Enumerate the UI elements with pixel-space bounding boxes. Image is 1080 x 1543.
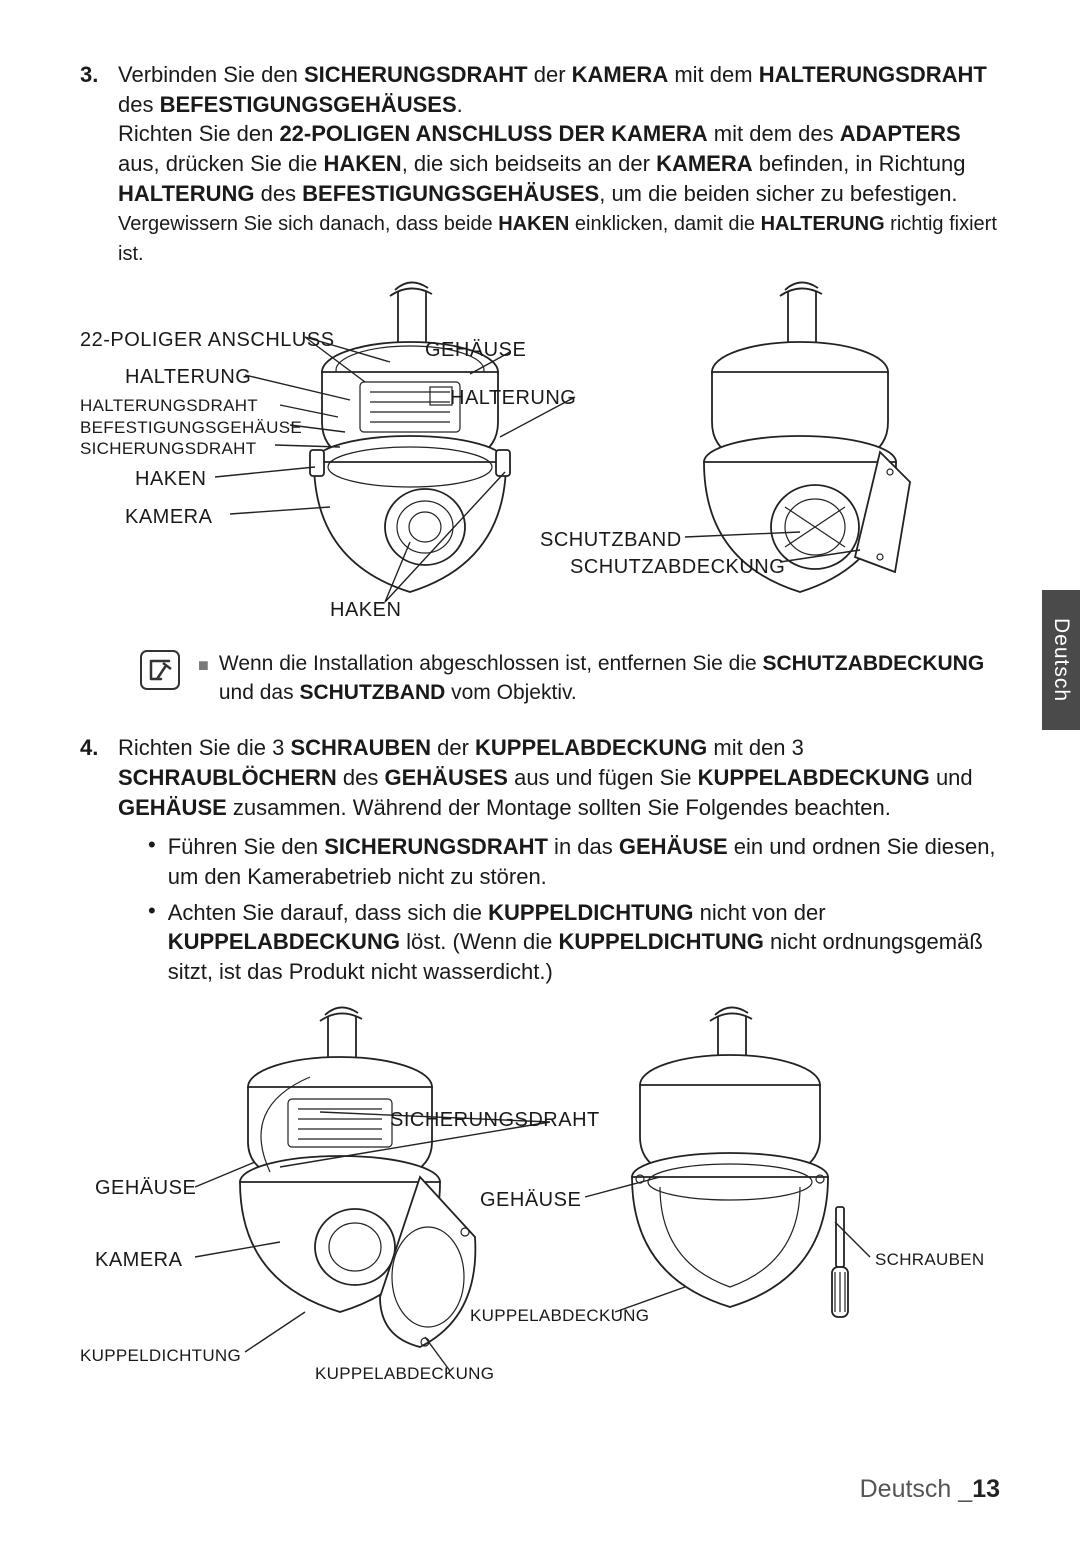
t: einklicken, damit die [569,213,760,235]
t: HAKEN [498,213,569,235]
lbl: SCHUTZBAND [540,527,682,554]
diagram-1: 22-POLIGER ANSCHLUSS HALTERUNG HALTERUNG… [80,282,1000,632]
t: HALTERUNGSDRAHT [759,62,987,87]
language-tab: Deutsch [1042,590,1080,730]
t: vom Objektiv. [445,681,576,704]
step-4-sublist: • Führen Sie den SICHERUNGSDRAHT in das … [118,832,1000,986]
t: und [936,765,973,790]
diagram-2: SICHERUNGSDRAHT GEHÄUSE KAMERA KUPPELDIC… [80,1007,1000,1397]
lbl: HALTERUNGSDRAHT [80,395,258,418]
t: HALTERUNG [118,181,254,206]
step-3-body: Verbinden Sie den SICHERUNGSDRAHT der KA… [118,60,1000,268]
note-text: ■ Wenn die Installation abgeschlossen is… [198,650,1000,707]
t: BEFESTIGUNGSGEHÄUSES [160,92,457,117]
t: KUPPELABDECKUNG [698,765,930,790]
t: HAKEN [323,151,401,176]
t: SCHRAUBLÖCHERN [118,765,337,790]
t: des [254,181,302,206]
note-icon [140,650,180,690]
lbl: HALTERUNG [125,364,251,391]
lbl: SCHRAUBEN [875,1249,984,1272]
t: und das [219,681,300,704]
t: KUPPELABDECKUNG [475,735,707,760]
t: Wenn die Installation abgeschlossen ist,… [219,652,763,675]
t: GEHÄUSES [384,765,507,790]
lbl: KUPPELABDECKUNG [470,1305,649,1328]
t: Verbinden Sie den [118,62,304,87]
t: GEHÄUSE [118,795,227,820]
t: Achten Sie darauf, dass sich die [168,900,488,925]
footer-page: 13 [972,1475,1000,1503]
t: SCHUTZBAND [299,681,445,704]
t: der [431,735,475,760]
t: KAMERA [656,151,753,176]
lbl: GEHÄUSE [425,337,526,364]
bullet-icon: • [148,898,156,987]
lbl: SICHERUNGSDRAHT [80,438,256,461]
lbl: HALTERUNG [450,385,576,412]
t: SICHERUNGSDRAHT [304,62,528,87]
t: SCHRAUBEN [290,735,431,760]
t: aus, drücken Sie die [118,151,323,176]
lbl: KUPPELABDECKUNG [315,1363,494,1386]
t: Richten Sie den [118,121,279,146]
step-4: 4. Richten Sie die 3 SCHRAUBEN der KUPPE… [80,733,1000,993]
t: der [528,62,572,87]
footer-lang: Deutsch _ [860,1475,973,1503]
t: Richten Sie die 3 [118,735,290,760]
lbl: GEHÄUSE [480,1187,581,1214]
t: ADAPTERS [840,121,961,146]
lbl: SICHERUNGSDRAHT [390,1107,600,1134]
t: GEHÄUSE [619,834,728,859]
lbl: BEFESTIGUNGSGEHÄUSE [80,417,302,440]
t: , um die beiden sicher zu befestigen. [599,181,957,206]
t: mit dem [668,62,758,87]
t: Vergewissern Sie sich danach, dass beide [118,213,498,235]
t: mit den 3 [707,735,804,760]
t: KUPPELDICHTUNG [559,929,764,954]
t: aus und fügen Sie [508,765,698,790]
step-4-number: 4. [80,733,118,993]
step-3: 3. Verbinden Sie den SICHERUNGSDRAHT der… [80,60,1000,268]
t: nicht von der [693,900,825,925]
lbl: SCHUTZABDECKUNG [570,554,785,581]
lbl: HAKEN [330,597,401,624]
sub-item: • Führen Sie den SICHERUNGSDRAHT in das … [148,832,1000,891]
t: KUPPELABDECKUNG [168,929,400,954]
page-footer: Deutsch _13 [860,1473,1000,1507]
t: SCHUTZABDECKUNG [763,652,985,675]
t: zusammen. Während der Montage sollten Si… [227,795,891,820]
t: KUPPELDICHTUNG [488,900,693,925]
note-block: ■ Wenn die Installation abgeschlossen is… [140,650,1000,707]
note-bullet-icon: ■ [198,653,209,707]
t: des [118,92,160,117]
t: BEFESTIGUNGSGEHÄUSES [302,181,599,206]
t: des [337,765,385,790]
t: . [457,92,463,117]
lbl: KAMERA [125,504,212,531]
t: SICHERUNGSDRAHT [324,834,548,859]
lbl: KUPPELDICHTUNG [80,1345,241,1368]
lbl: HAKEN [135,466,206,493]
t: mit dem des [708,121,840,146]
lbl: GEHÄUSE [95,1175,196,1202]
t: KAMERA [572,62,669,87]
t: in das [548,834,619,859]
t: Führen Sie den [168,834,325,859]
step-4-body: Richten Sie die 3 SCHRAUBEN der KUPPELAB… [118,733,1000,993]
step-3-number: 3. [80,60,118,268]
t: , die sich beidseits an der [402,151,656,176]
sub-item: • Achten Sie darauf, dass sich die KUPPE… [148,898,1000,987]
t: löst. (Wenn die [400,929,559,954]
t: HALTERUNG [761,213,885,235]
t: 22-POLIGEN ANSCHLUSS DER KAMERA [279,121,707,146]
lbl: 22-POLIGER ANSCHLUSS [80,327,335,354]
bullet-icon: • [148,832,156,891]
lbl: KAMERA [95,1247,182,1274]
t: befinden, in Richtung [753,151,966,176]
